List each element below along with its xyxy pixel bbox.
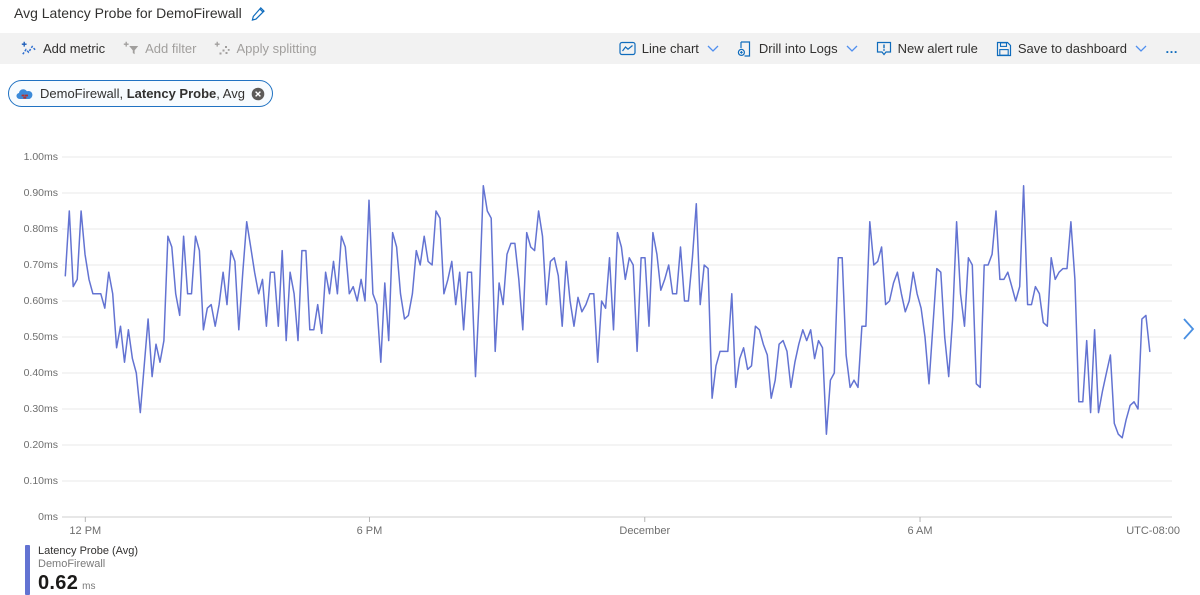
metrics-chart[interactable]: 1.00ms 0.90ms 0.80ms 0.70ms 0.60ms 0.50ms 0.40… <box>0 130 1200 550</box>
svg-text:0.50ms: 0.50ms <box>24 331 58 343</box>
svg-text:0ms: 0ms <box>38 511 58 523</box>
svg-text:6 PM: 6 PM <box>357 525 383 537</box>
svg-text:0.30ms: 0.30ms <box>24 403 58 415</box>
apply-splitting-button: Apply splitting <box>205 33 325 64</box>
svg-text:0.70ms: 0.70ms <box>24 259 58 271</box>
save-to-dashboard-icon <box>996 41 1012 57</box>
latency-line-chart[interactable]: 1.00ms 0.90ms 0.80ms 0.70ms 0.60ms 0.50ms 0.40… <box>0 130 1200 550</box>
apply-splitting-label: Apply splitting <box>236 41 317 56</box>
toolbar-right-group: Line chart Drill into Logs New alert rul… <box>610 33 1188 64</box>
chart-legend-item[interactable]: Latency Probe (Avg) DemoFirewall 0.62 ms <box>25 545 138 595</box>
svg-text:0.10ms: 0.10ms <box>24 475 58 487</box>
edit-title-icon[interactable] <box>251 6 266 21</box>
drill-into-logs-chevron-down-icon <box>846 45 858 53</box>
svg-text:0.40ms: 0.40ms <box>24 367 58 379</box>
pill-close-icon[interactable] <box>251 87 265 101</box>
legend-value: 0.62 <box>38 572 79 594</box>
save-to-dashboard-label: Save to dashboard <box>1017 41 1127 56</box>
new-alert-rule-label: New alert rule <box>897 41 978 56</box>
chevron-right-icon <box>1182 316 1198 342</box>
pill-aggregation: , Avg <box>216 86 245 101</box>
toolbar-left-group: Add metric Add filter Apply splitting <box>12 33 326 64</box>
page-title: Avg Latency Probe for DemoFirewall <box>14 5 242 21</box>
svg-text:UTC-08:00: UTC-08:00 <box>1126 525 1180 537</box>
svg-text:6 AM: 6 AM <box>907 525 932 537</box>
line-chart-label: Line chart <box>641 41 699 56</box>
legend-series-label: Latency Probe (Avg) <box>38 545 139 557</box>
legend-resource-label: DemoFirewall <box>38 558 106 570</box>
save-to-dashboard-button[interactable]: Save to dashboard <box>987 33 1156 64</box>
legend-unit: ms <box>82 581 96 592</box>
metric-pill-text: DemoFirewall, Latency Probe, Avg <box>40 86 245 101</box>
line-chart-chevron-down-icon <box>707 45 719 53</box>
ellipsis-icon: … <box>1165 41 1179 56</box>
add-metric-button[interactable]: Add metric <box>12 33 114 64</box>
add-metric-icon <box>21 41 37 57</box>
apply-splitting-icon <box>214 41 231 57</box>
svg-text:0.20ms: 0.20ms <box>24 439 58 451</box>
svg-text:0.90ms: 0.90ms <box>24 187 58 199</box>
chart-scroll-next-button[interactable] <box>1182 316 1198 344</box>
more-commands-button[interactable]: … <box>1156 33 1188 64</box>
drill-into-logs-icon <box>737 40 753 57</box>
svg-text:0.80ms: 0.80ms <box>24 223 58 235</box>
line-chart-button[interactable]: Line chart <box>610 33 728 64</box>
legend-text: Latency Probe (Avg) DemoFirewall 0.62 ms <box>38 545 138 595</box>
svg-text:0.60ms: 0.60ms <box>24 295 58 307</box>
svg-text:1.00ms: 1.00ms <box>24 151 58 163</box>
svg-text:December: December <box>619 525 670 537</box>
add-filter-icon <box>123 41 139 57</box>
legend-color-bar <box>25 545 30 595</box>
add-filter-button: Add filter <box>114 33 205 64</box>
add-filter-label: Add filter <box>145 41 197 56</box>
drill-into-logs-button[interactable]: Drill into Logs <box>728 33 867 64</box>
svg-text:12 PM: 12 PM <box>69 525 101 537</box>
drill-into-logs-label: Drill into Logs <box>758 41 838 56</box>
azure-firewall-icon <box>16 87 34 100</box>
metric-pill[interactable]: DemoFirewall, Latency Probe, Avg <box>8 80 273 107</box>
pill-metric: Latency Probe <box>126 86 217 101</box>
add-metric-label: Add metric <box>43 41 106 56</box>
pill-resource: DemoFirewall, <box>40 86 127 101</box>
title-bar: Avg Latency Probe for DemoFirewall <box>14 5 266 21</box>
new-alert-rule-button[interactable]: New alert rule <box>867 33 987 64</box>
save-to-dashboard-chevron-down-icon <box>1135 45 1147 53</box>
line-chart-icon <box>619 41 636 56</box>
new-alert-rule-icon <box>876 41 892 57</box>
command-toolbar: Add metric Add filter Apply splitting Li… <box>0 33 1200 64</box>
